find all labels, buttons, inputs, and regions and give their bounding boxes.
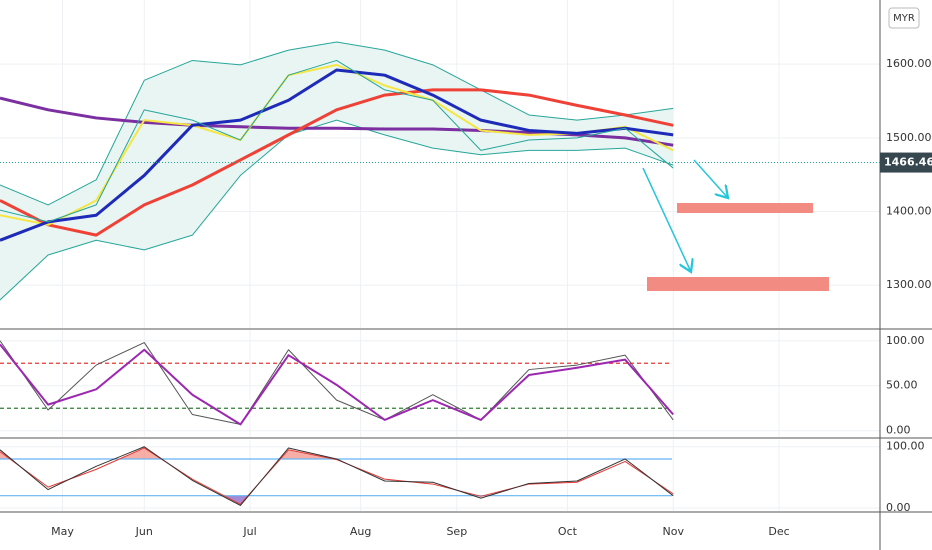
x-tick-label: Nov xyxy=(662,525,684,538)
series-line xyxy=(0,119,674,301)
series-line xyxy=(0,88,674,237)
zone-fill xyxy=(0,447,334,459)
x-tick-label: May xyxy=(51,525,74,538)
y-tick-label: 1300.00 xyxy=(886,278,932,291)
plot-area xyxy=(0,0,880,511)
last-price-label: 1466.46 xyxy=(884,156,932,169)
x-tick-label: Oct xyxy=(558,525,578,538)
x-tick-label: Jun xyxy=(135,525,153,538)
series-line xyxy=(0,447,674,505)
target-zone xyxy=(677,203,813,213)
y-tick-label: 100.00 xyxy=(886,440,925,453)
series-line xyxy=(0,446,674,506)
currency-box xyxy=(888,7,920,29)
series-line xyxy=(0,340,674,425)
series-line xyxy=(0,41,674,206)
arrow xyxy=(693,159,728,198)
last-price-box xyxy=(880,152,932,173)
currency: MYR xyxy=(893,13,915,24)
x-tick-label: Sep xyxy=(446,525,467,538)
y-tick-label: 1500.00 xyxy=(886,131,932,144)
series-line xyxy=(0,343,674,426)
y-tick-label: 1400.00 xyxy=(886,205,932,218)
band-fill xyxy=(0,42,674,300)
series-line xyxy=(0,59,674,223)
target-zone xyxy=(647,277,829,291)
x-tick-label: Aug xyxy=(350,525,371,538)
y-tick-label: 0.00 xyxy=(886,501,911,514)
arrow xyxy=(642,167,691,272)
x-tick-label: Jul xyxy=(242,525,256,538)
x-tick-label: Dec xyxy=(768,525,789,538)
y-tick-label: 100.00 xyxy=(886,334,925,347)
y-tick-label: 1600.00 xyxy=(886,57,932,70)
y-tick-label: 0.00 xyxy=(886,424,911,437)
series-line xyxy=(0,68,674,242)
y-tick-label: 50.00 xyxy=(886,379,918,392)
